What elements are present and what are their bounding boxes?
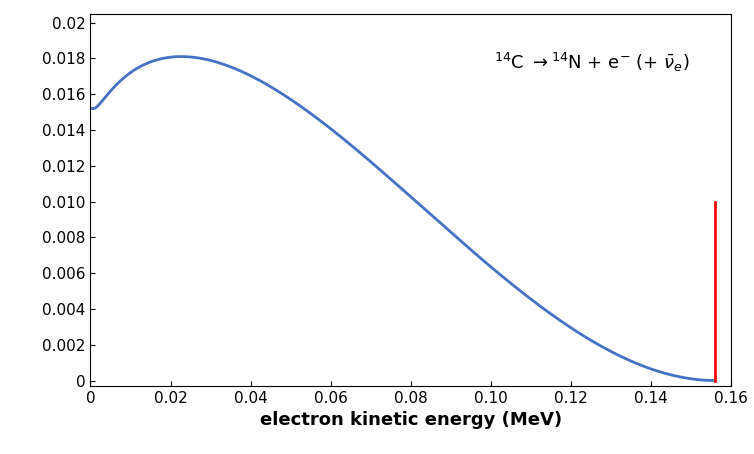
X-axis label: electron kinetic energy (MeV): electron kinetic energy (MeV)	[260, 411, 562, 429]
Text: $^{14}$C $\rightarrow$$^{14}$N + e$^{-}$ (+ $\bar{\nu}_e$): $^{14}$C $\rightarrow$$^{14}$N + e$^{-}$…	[494, 50, 690, 74]
